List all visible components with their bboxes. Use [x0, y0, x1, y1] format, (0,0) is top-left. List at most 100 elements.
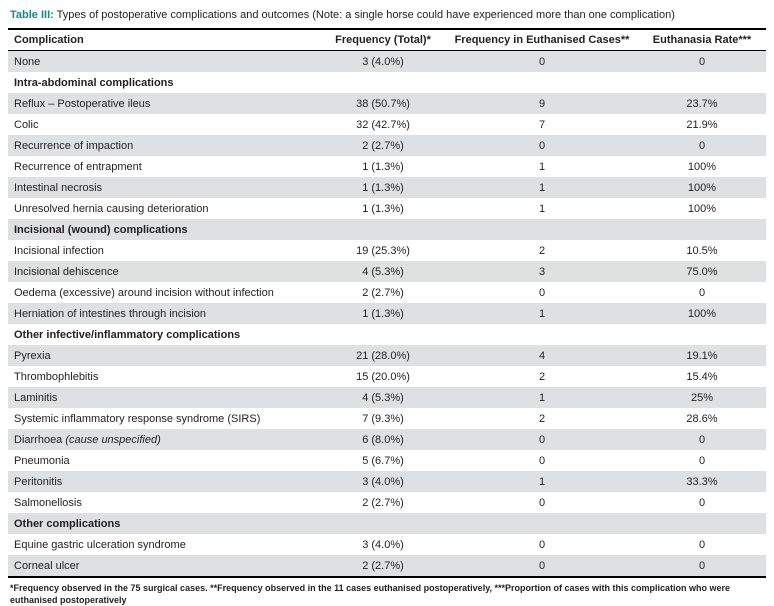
frequency-total-cell: 6 (8.0%) [362, 433, 404, 446]
complication-cell: Other complications [14, 517, 121, 530]
table-row: Peritonitis 3 (4.0%) 1 33.3% [8, 471, 766, 492]
euthanasia-rate-cell: 0 [698, 139, 706, 152]
euthanasia-rate-cell: 25% [690, 391, 714, 404]
frequency-euthanised-cell: 9 [538, 97, 546, 110]
table-row: Unresolved hernia causing deterioration 1… [8, 198, 766, 219]
euthanasia-rate-cell: 33.3% [686, 475, 718, 488]
complication-cell: Laminitis [14, 391, 58, 404]
complication-cell: Recurrence of entrapment [14, 160, 142, 173]
euthanasia-rate-cell: 0 [698, 286, 706, 299]
frequency-euthanised-cell: 0 [538, 55, 546, 68]
frequency-total-cell: 2 (2.7%) [362, 139, 404, 152]
frequency-euthanised-cell: 2 [538, 370, 546, 383]
complication-cell: Thrombophlebitis [14, 370, 99, 383]
complication-cell: Intestinal necrosis [14, 181, 103, 194]
complication-cell: Colic [14, 118, 39, 131]
frequency-euthanised-cell: 0 [538, 559, 546, 572]
complication-cell: Reflux – Postoperative ileus [14, 97, 151, 110]
frequency-total-cell: 1 (1.3%) [362, 181, 404, 194]
table-caption-label: Table III: [10, 9, 54, 21]
column-header-frequency-euthanised: Frequency in Euthanised Cases** [454, 34, 630, 46]
table-row: Recurrence of impaction 2 (2.7%) 0 0 [8, 135, 766, 156]
frequency-euthanised-cell: 1 [538, 475, 546, 488]
complication-cell: None [14, 55, 41, 68]
euthanasia-rate-cell: 0 [698, 538, 706, 551]
frequency-total-cell: 2 (2.7%) [362, 496, 404, 509]
section-header-row: Incisional (wound) complications [8, 219, 766, 240]
frequency-total-cell: 2 (2.7%) [362, 286, 404, 299]
table-row: Equine gastric ulceration syndrome 3 (4.0… [8, 534, 766, 555]
frequency-total-cell: 15 (20.0%) [356, 370, 410, 383]
complication-cell: Systemic inflammatory response syndrome … [14, 412, 261, 425]
frequency-euthanised-cell: 0 [538, 433, 546, 446]
complication-cell: Incisional (wound) complications [14, 223, 188, 236]
euthanasia-rate-cell: 23.7% [686, 97, 718, 110]
table-row: Incisional infection 19 (25.3%) 2 10.5% [8, 240, 766, 261]
frequency-total-cell: 32 (42.7%) [356, 118, 410, 131]
table-row: Pyrexia 21 (28.0%) 4 19.1% [8, 345, 766, 366]
complication-cell: Incisional dehiscence [14, 265, 119, 278]
table-row: Herniation of intestines through incisio… [8, 303, 766, 324]
frequency-total-cell: 1 (1.3%) [362, 202, 404, 215]
complication-cell: Herniation of intestines through incisio… [14, 307, 207, 320]
complication-cell: Diarrhoea (cause unspecified) [14, 433, 161, 446]
complication-cell: Peritonitis [14, 475, 63, 488]
frequency-euthanised-cell: 0 [538, 139, 546, 152]
frequency-euthanised-cell: 4 [538, 349, 546, 362]
table-row: None 3 (4.0%) 0 0 [8, 51, 766, 72]
complications-table: Complication Frequency (Total)* Frequenc… [8, 28, 766, 578]
table-row: Diarrhoea (cause unspecified) 6 (8.0%) 0 0 [8, 429, 766, 450]
column-header-euthanasia-rate: Euthanasia Rate*** [652, 34, 752, 46]
euthanasia-rate-cell: 100% [687, 307, 717, 320]
frequency-euthanised-cell: 2 [538, 412, 546, 425]
complication-cell: Intra-abdominal complications [14, 76, 174, 89]
table-row: Colic 32 (42.7%) 7 21.9% [8, 114, 766, 135]
frequency-euthanised-cell: 1 [538, 307, 546, 320]
euthanasia-rate-cell: 15.4% [686, 370, 718, 383]
frequency-euthanised-cell: 0 [538, 538, 546, 551]
euthanasia-rate-cell: 0 [698, 559, 706, 572]
frequency-euthanised-cell: 0 [538, 454, 546, 467]
table-row: Intestinal necrosis 1 (1.3%) 1 100% [8, 177, 766, 198]
frequency-total-cell: 3 (4.0%) [362, 55, 404, 68]
euthanasia-rate-cell: 28.6% [686, 412, 718, 425]
euthanasia-rate-cell: 21.9% [686, 118, 718, 131]
frequency-euthanised-cell: 0 [538, 496, 546, 509]
frequency-total-cell: 1 (1.3%) [362, 307, 404, 320]
frequency-euthanised-cell: 1 [538, 202, 546, 215]
frequency-total-cell: 1 (1.3%) [362, 160, 404, 173]
frequency-total-cell: 3 (4.0%) [362, 538, 404, 551]
table-row: Reflux – Postoperative ileus 38 (50.7%) 9 2… [8, 93, 766, 114]
complication-cell-italic-note: (cause unspecified) [62, 433, 161, 446]
frequency-euthanised-cell: 2 [538, 244, 546, 257]
complication-cell: Recurrence of impaction [14, 139, 134, 152]
frequency-euthanised-cell: 7 [538, 118, 546, 131]
table-row: Salmonellosis 2 (2.7%) 0 0 [8, 492, 766, 513]
euthanasia-rate-cell: 0 [698, 496, 706, 509]
table-row: Recurrence of entrapment 1 (1.3%) 1 100% [8, 156, 766, 177]
frequency-total-cell: 3 (4.0%) [362, 475, 404, 488]
euthanasia-rate-cell: 75.0% [686, 265, 718, 278]
euthanasia-rate-cell: 10.5% [686, 244, 718, 257]
table-caption: Table III: Types of postoperative compli… [8, 5, 766, 28]
complication-cell: Corneal ulcer [14, 559, 80, 572]
table-header-row: Complication Frequency (Total)* Frequenc… [8, 30, 766, 51]
complication-cell: Pyrexia [14, 349, 51, 362]
column-header-frequency-total: Frequency (Total)* [335, 34, 431, 46]
column-header-complication: Complication [14, 34, 84, 46]
euthanasia-rate-cell: 100% [687, 181, 717, 194]
euthanasia-rate-cell: 0 [698, 454, 706, 467]
table-row: Thrombophlebitis 15 (20.0%) 2 15.4% [8, 366, 766, 387]
frequency-total-cell: 2 (2.7%) [362, 559, 404, 572]
complication-cell: Pneumonia [14, 454, 70, 467]
frequency-euthanised-cell: 1 [538, 391, 546, 404]
frequency-total-cell: 4 (5.3%) [362, 265, 404, 278]
table-row: Laminitis 4 (5.3%) 1 25% [8, 387, 766, 408]
euthanasia-rate-cell: 100% [687, 202, 717, 215]
euthanasia-rate-cell: 100% [687, 160, 717, 173]
table-row: Pneumonia 5 (6.7%) 0 0 [8, 450, 766, 471]
table-body: None 3 (4.0%) 0 0 Intra-abdominal complicati… [8, 51, 766, 576]
section-header-row: Other infective/inflammatory complicatio… [8, 324, 766, 345]
complication-cell: Incisional infection [14, 244, 104, 257]
